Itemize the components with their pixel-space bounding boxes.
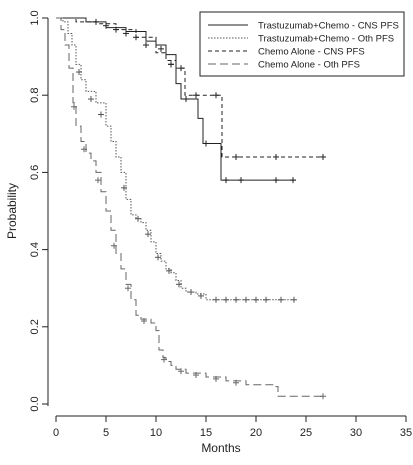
censor-mark bbox=[278, 296, 284, 303]
censor-mark bbox=[76, 69, 82, 76]
censor-mark bbox=[238, 177, 244, 184]
censor-mark bbox=[111, 242, 117, 249]
chart-legend: Trastuzumab+Chemo - CNS PFS Trastuzumab+C… bbox=[199, 11, 405, 77]
censor-mark bbox=[71, 103, 77, 110]
y-tick-label: 0.8 bbox=[29, 88, 41, 103]
censor-mark bbox=[320, 393, 326, 400]
censor-mark bbox=[81, 146, 87, 153]
chart-axes: 0.0 0.2 0.4 0.6 0.8 1.0 0 5 10 15 20 25 30 35 Months Pr… bbox=[5, 10, 412, 455]
censor-mark bbox=[188, 289, 194, 296]
censor-mark bbox=[273, 153, 279, 160]
censor-mark bbox=[198, 292, 204, 299]
series-line-2 bbox=[56, 17, 296, 301]
censor-mark bbox=[193, 92, 199, 99]
censor-mark bbox=[155, 254, 161, 261]
censor-mark bbox=[273, 177, 279, 184]
censor-mark bbox=[320, 153, 326, 160]
censor-mark bbox=[291, 296, 297, 303]
y-tick-label: 0.6 bbox=[29, 165, 41, 180]
censor-mark bbox=[290, 177, 296, 184]
censor-mark bbox=[166, 267, 172, 274]
censor-mark bbox=[193, 372, 199, 379]
x-tick-label: 25 bbox=[300, 427, 312, 439]
censor-mark bbox=[223, 296, 229, 303]
censor-mark bbox=[213, 92, 219, 99]
censor-mark bbox=[243, 296, 249, 303]
y-tick-label: 0.0 bbox=[29, 396, 41, 411]
censor-mark bbox=[123, 30, 129, 37]
censor-mark bbox=[233, 296, 239, 303]
x-tick-label: 10 bbox=[150, 427, 162, 439]
censor-mark bbox=[145, 231, 151, 238]
x-tick-label: 0 bbox=[53, 427, 59, 439]
censor-mark bbox=[158, 45, 164, 52]
legend-label: Chemo Alone - Oth PFS bbox=[258, 60, 360, 71]
censor-mark bbox=[125, 285, 131, 292]
y-tick-label: 1.0 bbox=[29, 10, 41, 25]
censor-mark bbox=[95, 177, 101, 184]
x-tick-label: 30 bbox=[350, 427, 362, 439]
x-tick-label: 15 bbox=[200, 427, 212, 439]
x-axis-label: Months bbox=[201, 441, 240, 455]
censor-mark bbox=[263, 296, 269, 303]
x-tick-label: 35 bbox=[400, 427, 412, 439]
y-tick-label: 0.4 bbox=[29, 242, 41, 257]
x-tick-label: 20 bbox=[250, 427, 262, 439]
censor-mark bbox=[213, 296, 219, 303]
censor-mark bbox=[233, 379, 239, 386]
censor-mark bbox=[183, 96, 189, 103]
legend-label: Trastuzumab+Chemo - CNS PFS bbox=[258, 21, 399, 32]
censor-mark bbox=[121, 184, 127, 191]
legend-label: Trastuzumab+Chemo - Oth PFS bbox=[258, 34, 394, 45]
censor-mark bbox=[178, 368, 184, 375]
censor-mark bbox=[103, 22, 109, 29]
censor-mark bbox=[213, 375, 219, 382]
censor-mark bbox=[135, 215, 141, 222]
y-axis-label: Probability bbox=[5, 183, 19, 239]
censor-mark bbox=[143, 42, 149, 49]
censor-mark bbox=[253, 296, 259, 303]
censor-mark bbox=[98, 111, 104, 118]
y-tick-label: 0.2 bbox=[29, 319, 41, 334]
censor-mark bbox=[161, 356, 167, 363]
censor-mark bbox=[141, 318, 147, 325]
x-tick-label: 5 bbox=[103, 427, 109, 439]
censor-mark bbox=[203, 140, 209, 147]
plot-area bbox=[56, 17, 326, 400]
censor-mark bbox=[168, 61, 174, 68]
censor-mark bbox=[176, 281, 182, 288]
series-line-3 bbox=[56, 17, 326, 158]
censor-mark bbox=[223, 177, 229, 184]
censor-mark bbox=[233, 153, 239, 160]
censor-mark bbox=[88, 96, 94, 103]
legend-label: Chemo Alone - CNS PFS bbox=[258, 47, 365, 58]
censor-mark bbox=[178, 65, 184, 72]
legend-box bbox=[199, 11, 405, 77]
